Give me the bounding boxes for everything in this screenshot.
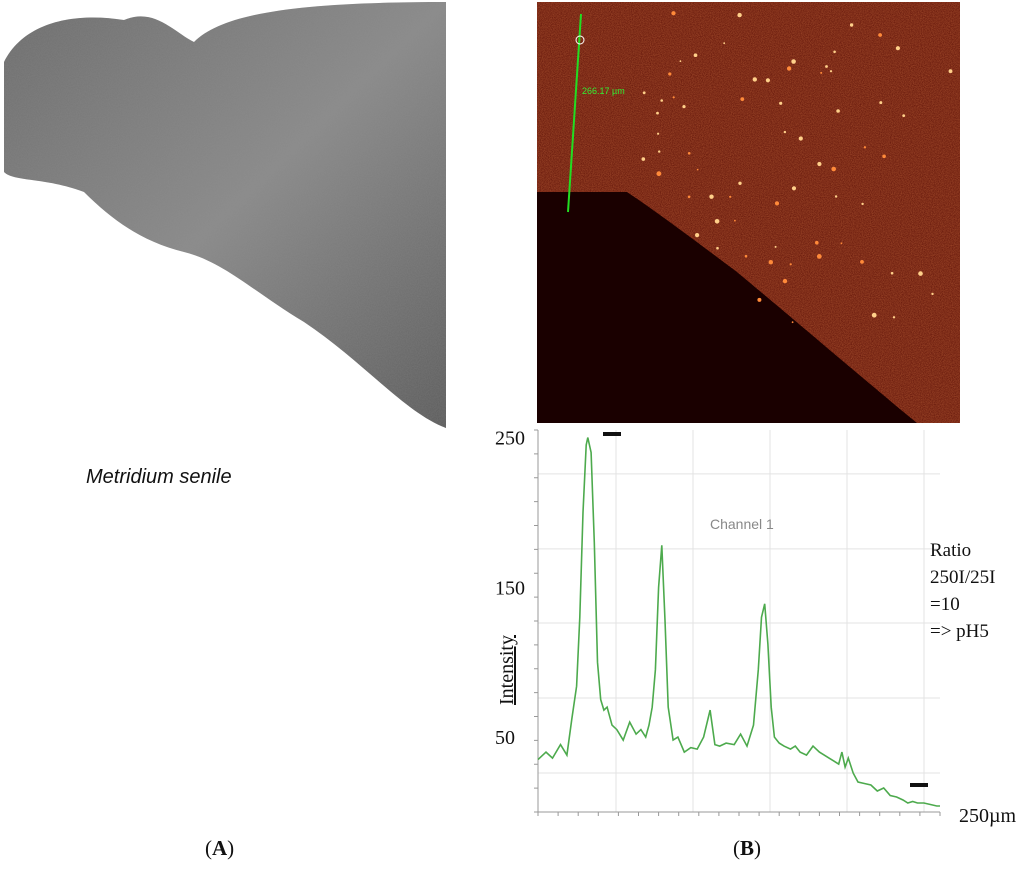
y-axis-label: Intensity: [496, 635, 518, 705]
y-tick-label: 250: [495, 427, 525, 449]
y-tick-labels: 250 150 50: [495, 427, 525, 749]
ratio-line-3: =10: [930, 594, 960, 615]
species-label: Metridium senile: [86, 466, 232, 488]
fluorescent-spots: [641, 11, 953, 324]
ratio-line-4: => pH5: [930, 621, 989, 642]
intensity-chart: 250 150 50 Channel 1 Intensity 250µm: [495, 427, 1017, 827]
caption-b: (B): [733, 836, 762, 860]
intensity-trace: [537, 437, 940, 807]
measure-label: 266.17 µm: [582, 86, 625, 96]
ratio-line-2: 250I/25I: [930, 567, 996, 588]
metridium-micrograph: [4, 2, 446, 428]
measurement-line: [567, 13, 582, 213]
caption-a: (A): [205, 836, 235, 860]
chart-axes: [534, 429, 941, 816]
y-tick-label: 50: [495, 727, 515, 749]
y-tick-label: 150: [495, 577, 525, 599]
fluorescence-image: 266.17 µm: [537, 2, 960, 423]
x-end-label: 250µm: [959, 805, 1017, 827]
caption-b-letter: B: [740, 836, 755, 860]
caption-a-letter: A: [212, 836, 228, 860]
series-label: Channel 1: [710, 516, 774, 532]
ratio-line-1: Ratio: [930, 540, 972, 561]
chart-grid: [538, 430, 940, 812]
